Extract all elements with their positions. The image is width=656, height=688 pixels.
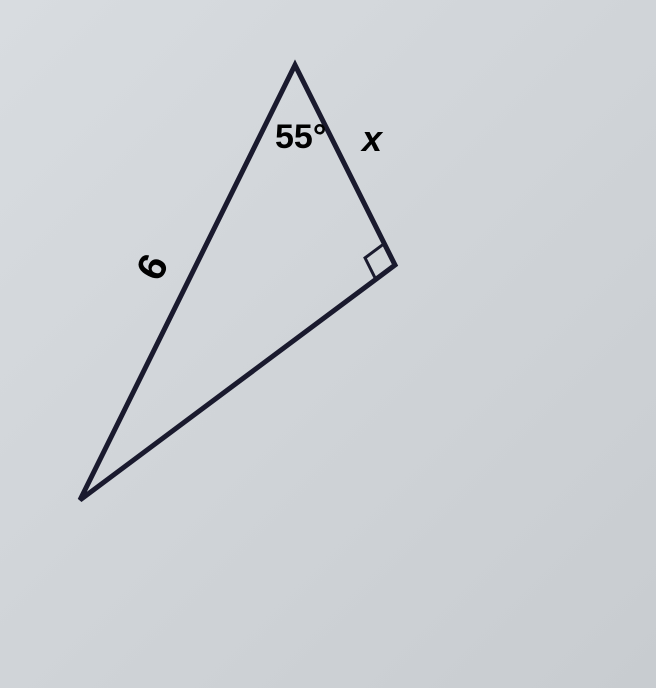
triangle-svg bbox=[0, 0, 656, 688]
side-x-label: x bbox=[362, 118, 382, 160]
geometry-diagram: 55° x 6 bbox=[0, 0, 656, 688]
triangle-shape bbox=[80, 65, 395, 500]
apex-angle-label: 55° bbox=[275, 118, 326, 157]
